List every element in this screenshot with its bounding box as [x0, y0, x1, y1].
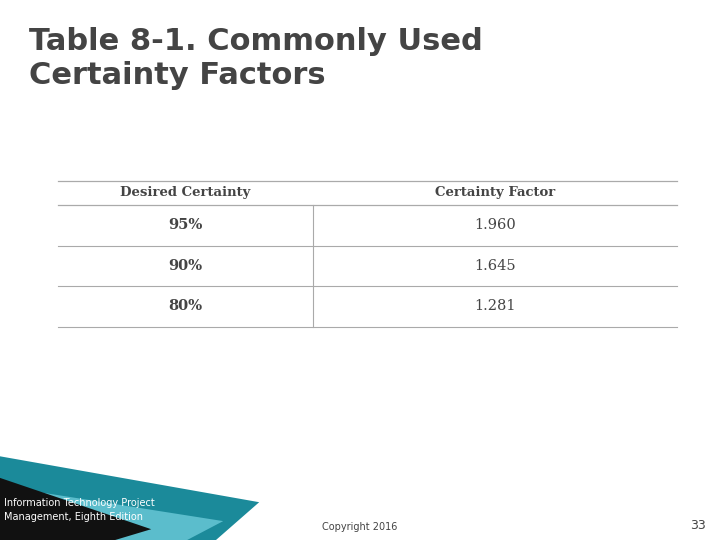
Polygon shape [0, 478, 151, 540]
Text: Certainty Factor: Certainty Factor [435, 186, 555, 199]
Text: Desired Certainty: Desired Certainty [120, 186, 251, 199]
Polygon shape [0, 456, 259, 540]
Text: Table 8-1. Commonly Used
Certainty Factors: Table 8-1. Commonly Used Certainty Facto… [29, 27, 482, 90]
Text: 33: 33 [690, 519, 706, 532]
Text: 1.960: 1.960 [474, 219, 516, 232]
Text: 95%: 95% [168, 219, 202, 232]
Text: 1.645: 1.645 [474, 259, 516, 273]
Text: Copyright 2016: Copyright 2016 [323, 522, 397, 532]
Text: 1.281: 1.281 [474, 300, 516, 313]
Text: 80%: 80% [168, 300, 202, 313]
Text: 90%: 90% [168, 259, 202, 273]
Text: Information Technology Project
Management, Eighth Edition: Information Technology Project Managemen… [4, 498, 154, 522]
Polygon shape [0, 486, 223, 540]
